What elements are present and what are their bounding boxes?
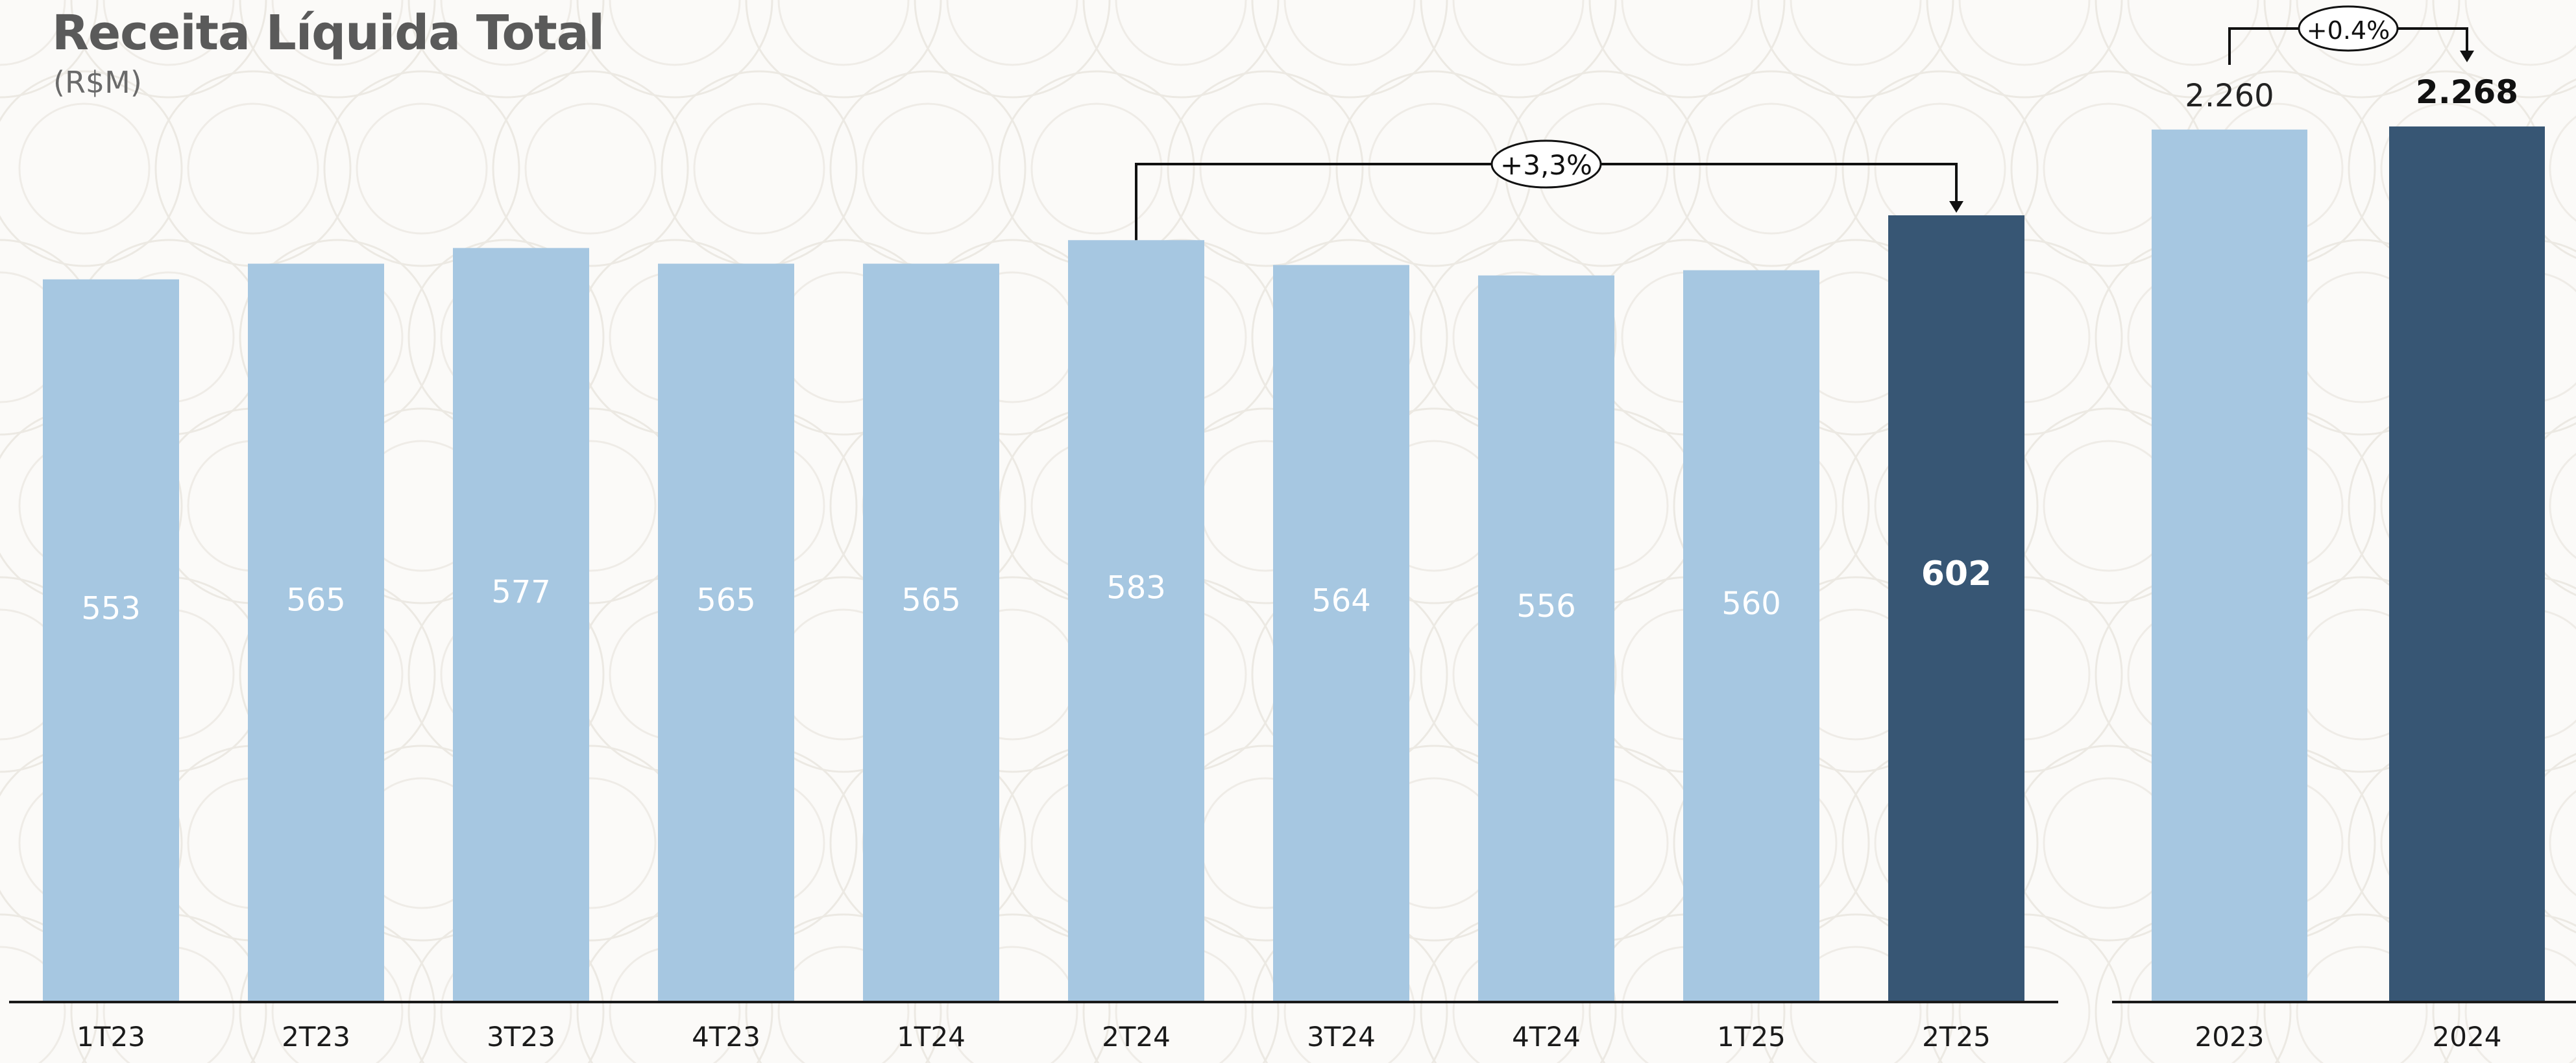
bar-1T25: [1683, 270, 1819, 1002]
tick-label-3T23: 3T23: [487, 1021, 555, 1053]
tick-label-2T25: 2T25: [1922, 1021, 1991, 1053]
tick-label-1T24: 1T24: [897, 1021, 966, 1053]
tick-label-1T23: 1T23: [77, 1021, 145, 1053]
value-label-2023: 2.260: [2185, 78, 2274, 114]
value-label-2024: 2.268: [2416, 73, 2518, 111]
tick-label-3T24: 3T24: [1307, 1021, 1376, 1053]
chart-subtitle: (R$M): [53, 65, 142, 100]
bar-2024: [2389, 126, 2545, 1002]
chart-title: Receita Líquida Total: [52, 5, 605, 61]
value-label-1T24: 565: [901, 582, 961, 619]
bar-3T23: [453, 248, 589, 1002]
growth-annotation: +3,3%: [1135, 139, 1963, 241]
tick-label-2024: 2024: [2433, 1021, 2502, 1053]
tick-label-4T23: 4T23: [692, 1021, 760, 1053]
tick-label-1T25: 1T25: [1717, 1021, 1786, 1053]
arrow-head-icon: [1949, 201, 1963, 213]
tick-label-2023: 2023: [2195, 1021, 2265, 1053]
value-label-4T24: 556: [1516, 588, 1576, 625]
chart-panel-1: 2.260 2023 2.268 2024 +0.4%: [2112, 5, 2576, 1053]
bar-4T23: [658, 263, 794, 1002]
tick-label-2T24: 2T24: [1102, 1021, 1171, 1053]
growth-label: +0.4%: [2307, 16, 2390, 45]
growth-label: +3,3%: [1500, 149, 1592, 181]
bar-4T24: [1478, 275, 1614, 1002]
bar-2023: [2152, 129, 2307, 1002]
growth-badge: [1490, 139, 1602, 189]
bar-2T23: [248, 263, 384, 1002]
growth-badge: [2298, 5, 2399, 52]
tick-label-4T24: 4T24: [1512, 1021, 1581, 1053]
value-label-2T24: 583: [1106, 569, 1166, 606]
growth-annotation: +0.4%: [2228, 5, 2474, 65]
bar-2T24: [1068, 240, 1204, 1002]
bar-1T23: [43, 279, 179, 1002]
value-label-3T23: 577: [491, 574, 551, 610]
value-label-4T23: 565: [696, 582, 756, 619]
value-label-2T23: 565: [286, 582, 346, 619]
value-label-1T25: 560: [1721, 586, 1781, 622]
value-label-1T23: 553: [81, 590, 141, 627]
bar-2T25: [1888, 215, 2024, 1002]
bar-3T24: [1273, 265, 1409, 1002]
value-label-3T24: 564: [1311, 583, 1371, 619]
arrow-head-icon: [2460, 51, 2474, 62]
tick-label-2T23: 2T23: [282, 1021, 350, 1053]
bar-1T24: [863, 263, 999, 1002]
chart-panel-0: 553 1T23 565 2T23 577 3T23 565 4T23 565 1T24 583 2T…: [9, 139, 2058, 1053]
value-label-2T25: 602: [1921, 555, 1992, 593]
